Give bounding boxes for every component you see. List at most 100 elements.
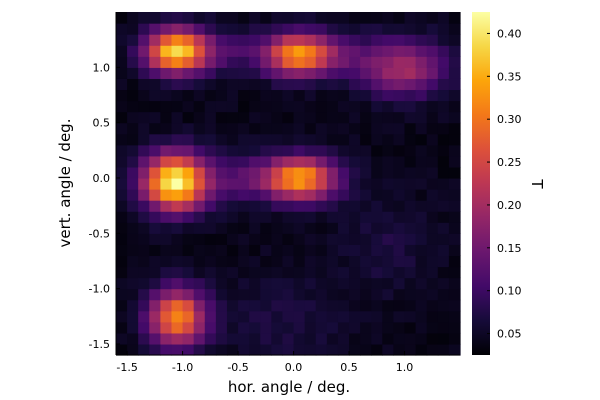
heatmap-cell — [382, 277, 395, 290]
heatmap-cell — [182, 67, 195, 79]
heatmap-cell — [426, 100, 439, 113]
heatmap-cell — [282, 299, 295, 312]
heatmap-cell — [426, 244, 439, 257]
heatmap-cell — [404, 233, 417, 245]
heatmap-cell — [160, 78, 173, 91]
heatmap-cell — [382, 288, 395, 301]
heatmap-cell — [315, 277, 328, 290]
heatmap-cell — [382, 177, 395, 190]
heatmap-cell — [215, 277, 228, 290]
heatmap-cell — [282, 177, 295, 190]
heatmap-cell — [204, 166, 217, 179]
heatmap-cell — [293, 155, 306, 168]
heatmap-cell — [116, 56, 128, 68]
heatmap-cell — [437, 244, 450, 257]
heatmap-cell — [138, 12, 150, 24]
heatmap-cell — [226, 133, 239, 146]
heatmap-cell — [415, 100, 428, 113]
heatmap-cell — [326, 155, 339, 168]
heatmap-cell — [182, 78, 195, 91]
heatmap-cell — [127, 343, 139, 356]
heatmap-cell — [182, 266, 195, 279]
heatmap-cell — [326, 12, 339, 24]
heatmap-cell — [204, 144, 217, 157]
heatmap-cell — [238, 310, 250, 323]
heatmap-cell — [371, 177, 383, 190]
heatmap-cell — [360, 321, 372, 334]
heatmap-cell — [404, 133, 417, 146]
heatmap-cell — [193, 78, 206, 91]
heatmap-cell — [171, 34, 184, 46]
heatmap-cell — [426, 332, 439, 345]
heatmap-cell — [127, 155, 139, 168]
heatmap-cell — [171, 244, 184, 257]
heatmap-cell — [160, 288, 173, 301]
heatmap-cell — [215, 78, 228, 91]
heatmap-cell — [116, 244, 128, 257]
heatmap-cell — [238, 133, 250, 146]
heatmap-cell — [260, 189, 272, 201]
heatmap-cell — [448, 277, 461, 290]
heatmap-cell — [382, 310, 395, 323]
heatmap-cell — [404, 100, 417, 113]
heatmap-cell — [193, 233, 206, 245]
heatmap-cell — [404, 211, 417, 223]
heatmap-cell — [249, 56, 261, 68]
heatmap-cell — [182, 255, 195, 268]
heatmap-cell — [238, 34, 250, 46]
heatmap-cell — [326, 321, 339, 334]
heatmap-cell — [382, 255, 395, 268]
heatmap-cell — [393, 144, 406, 157]
heatmap-cell — [282, 78, 295, 91]
heatmap-cell — [249, 23, 261, 35]
heatmap-cell — [360, 266, 372, 279]
heatmap-cell — [315, 332, 328, 345]
heatmap-cell — [326, 67, 339, 79]
heatmap-cell — [249, 67, 261, 79]
heatmap-cell — [160, 100, 173, 113]
heatmap-cell — [238, 12, 250, 24]
heatmap-cell — [415, 255, 428, 268]
heatmap-cell — [360, 166, 372, 179]
heatmap-cell — [360, 45, 372, 57]
heatmap-cell — [337, 310, 350, 323]
heatmap-cell — [437, 56, 450, 68]
heatmap-cell — [182, 100, 195, 113]
heatmap-cell — [271, 277, 284, 290]
heatmap-cell — [337, 222, 350, 234]
heatmap-cell — [149, 310, 161, 323]
heatmap-cell — [360, 34, 372, 46]
heatmap-cell — [448, 266, 461, 279]
heatmap-cell — [171, 343, 184, 356]
heatmap-cell — [160, 155, 173, 168]
heatmap-cell — [371, 23, 383, 35]
heatmap-cell — [293, 100, 306, 113]
heatmap-cell — [360, 299, 372, 312]
heatmap-cell — [448, 122, 461, 135]
heatmap-cell — [215, 34, 228, 46]
heatmap-cell — [404, 111, 417, 124]
heatmap-cell — [337, 45, 350, 57]
heatmap-cell — [204, 255, 217, 268]
heatmap-cell — [149, 23, 161, 35]
heatmap-cell — [393, 343, 406, 356]
heatmap-cell — [393, 211, 406, 223]
heatmap-cell — [337, 155, 350, 168]
heatmap-cell — [326, 111, 339, 124]
heatmap-cell — [116, 288, 128, 301]
heatmap-cell — [127, 67, 139, 79]
heatmap-cell — [304, 244, 317, 257]
heatmap-cell — [215, 23, 228, 35]
heatmap-cell — [271, 200, 284, 212]
heatmap-cell — [415, 67, 428, 79]
heatmap-cell — [271, 266, 284, 279]
heatmap-cell — [293, 343, 306, 356]
heatmap-cell — [415, 144, 428, 157]
heatmap-cell — [293, 321, 306, 334]
heatmap-cell — [382, 89, 395, 102]
heatmap-cell — [437, 133, 450, 146]
heatmap-cell — [448, 321, 461, 334]
heatmap-cell — [226, 321, 239, 334]
heatmap-cell — [326, 200, 339, 212]
heatmap-cell — [160, 299, 173, 312]
